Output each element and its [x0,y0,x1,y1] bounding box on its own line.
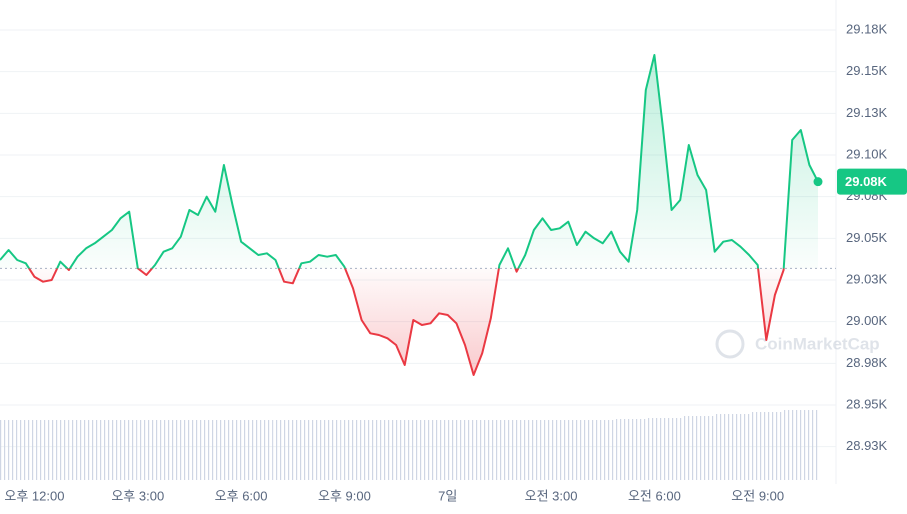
last-value-label: 29.08K [845,174,888,189]
volume-bar [647,418,682,480]
y-tick-label: 28.98K [846,355,888,370]
volume-bar [749,412,784,480]
y-tick-label: 29.10K [846,146,888,161]
volume-bar [238,420,273,480]
volume-bar [136,420,171,480]
x-tick-label: 7일 [438,488,457,503]
x-tick-label: 오후 9:00 [318,488,371,503]
volume-bar [511,420,546,480]
volume-bar [783,410,818,480]
volume-bar [374,420,409,480]
volume-bar [0,420,35,480]
x-tick-label: 오후 12:00 [4,488,64,503]
volume-bar [34,420,69,480]
x-tick-label: 오후 3:00 [111,488,164,503]
price-area [0,55,818,375]
x-tick-label: 오전 9:00 [731,488,784,503]
y-tick-label: 29.00K [846,313,888,328]
y-tick-label: 28.95K [846,396,888,411]
y-tick-label: 29.18K [846,21,888,36]
volume-bar [443,420,478,480]
volume-bar [306,420,341,480]
x-tick-label: 오전 3:00 [525,488,578,503]
volume-bar [68,420,103,480]
volume-bar [715,414,750,480]
watermark-text: CoinMarketCap [755,334,880,353]
volume-bar [340,420,375,480]
x-tick-label: 오후 6:00 [215,488,268,503]
y-tick-label: 29.15K [846,63,888,78]
watermark: CoinMarketCap [715,329,880,359]
volume-bar [204,420,239,480]
y-tick-label: 29.13K [846,105,888,120]
y-tick-label: 29.05K [846,230,888,245]
volume-bar [681,416,716,480]
volume-bar [170,420,205,480]
y-tick-label: 28.93K [846,438,888,453]
volume-bar [272,420,307,480]
price-line [0,54,819,376]
x-tick-label: 오전 6:00 [628,488,681,503]
volume-bar [477,420,512,480]
volume-bar [409,420,444,480]
volume-bar [545,420,580,480]
last-value-box [837,168,907,195]
volume-bar [613,419,648,480]
last-point [813,177,823,187]
volume-bar [102,420,137,480]
y-tick-label: 29.03K [846,271,888,286]
volume-bar [579,420,614,480]
